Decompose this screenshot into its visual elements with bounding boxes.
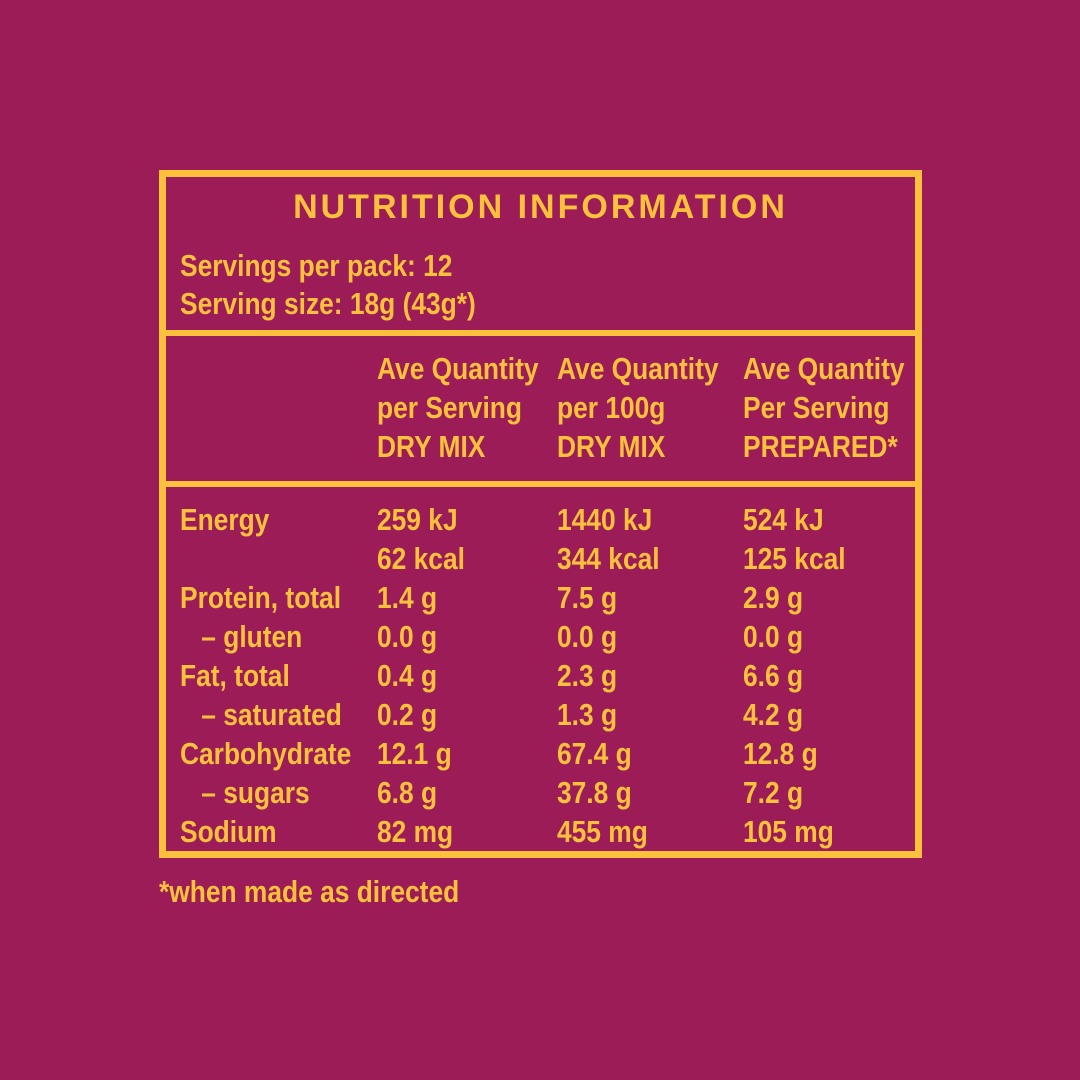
- cell-per-serving-dry: 82 mg: [377, 814, 454, 849]
- cell-per-100g-dry: 37.8 g: [557, 775, 632, 810]
- footnote: *when made as directed: [159, 874, 460, 909]
- row-label: Energy: [180, 502, 270, 537]
- servings-per-pack: Servings per pack: 12: [180, 248, 453, 283]
- cell-per-serving-dry: 0.0 g: [377, 619, 438, 654]
- cell-per-serving-dry: 0.2 g: [377, 697, 438, 732]
- cell-per-serving-dry: 259 kJ: [377, 502, 458, 537]
- cell-per-serving-prepared: 105 mg: [743, 814, 834, 849]
- cell-per-serving-prepared: 2.9 g: [743, 580, 804, 615]
- table-row-saturated: – saturated 0.2 g 1.3 g 4.2 g: [180, 695, 915, 734]
- row-label: – gluten: [201, 619, 303, 654]
- cell-per-serving-prepared: 12.8 g: [743, 736, 818, 771]
- table-row-protein: Protein, total 1.4 g 7.5 g 2.9 g: [180, 578, 915, 617]
- cell-per-serving-prepared: 524 kJ: [743, 502, 824, 537]
- serving-info: Servings per pack: 12 Serving size: 18g …: [180, 247, 901, 323]
- serving-size: Serving size: 18g (43g*): [180, 286, 476, 321]
- row-label: [180, 539, 377, 578]
- cell-per-100g-dry: 455 mg: [557, 814, 648, 849]
- row-label: Carbohydrate: [180, 736, 352, 771]
- cell-per-serving-prepared: 6.6 g: [743, 658, 804, 693]
- column-header-spacer: [180, 349, 377, 481]
- row-label: Fat, total: [180, 658, 290, 693]
- title-section: NUTRITION INFORMATION Servings per pack:…: [166, 177, 915, 336]
- table-row-sodium: Sodium 82 mg 455 mg 105 mg: [180, 812, 915, 851]
- table-row-fat: Fat, total 0.4 g 2.3 g 6.6 g: [180, 656, 915, 695]
- cell-per-100g-dry: 1.3 g: [557, 697, 618, 732]
- panel-title: NUTRITION INFORMATION: [293, 188, 788, 226]
- cell-per-100g-dry: 344 kcal: [557, 541, 660, 576]
- row-label: Sodium: [180, 814, 277, 849]
- cell-per-serving-prepared: 125 kcal: [743, 541, 846, 576]
- nutrient-table: Energy 259 kJ 1440 kJ 524 kJ 62 kcal 344…: [166, 487, 915, 851]
- table-row-sugars: – sugars 6.8 g 37.8 g 7.2 g: [180, 773, 915, 812]
- table-row-carbohydrate: Carbohydrate 12.1 g 67.4 g 12.8 g: [180, 734, 915, 773]
- table-row-gluten: – gluten 0.0 g 0.0 g 0.0 g: [180, 617, 915, 656]
- cell-per-serving-dry: 12.1 g: [377, 736, 452, 771]
- row-label: – saturated: [201, 697, 342, 732]
- nutrition-panel: NUTRITION INFORMATION Servings per pack:…: [159, 170, 922, 858]
- cell-per-serving-dry: 6.8 g: [377, 775, 438, 810]
- column-header-per-serving-prepared: Ave Quantity Per Serving PREPARED*: [743, 351, 905, 464]
- cell-per-serving-prepared: 0.0 g: [743, 619, 804, 654]
- row-label: – sugars: [201, 775, 310, 810]
- cell-per-serving-dry: 62 kcal: [377, 541, 465, 576]
- cell-per-100g-dry: 2.3 g: [557, 658, 618, 693]
- table-row-energy: Energy 259 kJ 1440 kJ 524 kJ: [180, 500, 915, 539]
- column-header-row: Ave Quantity per Serving DRY MIX Ave Qua…: [166, 336, 915, 487]
- cell-per-100g-dry: 0.0 g: [557, 619, 618, 654]
- cell-per-serving-prepared: 4.2 g: [743, 697, 804, 732]
- cell-per-100g-dry: 67.4 g: [557, 736, 632, 771]
- row-label: Protein, total: [180, 580, 342, 615]
- cell-per-100g-dry: 1440 kJ: [557, 502, 653, 537]
- cell-per-serving-dry: 0.4 g: [377, 658, 438, 693]
- column-header-per-serving-dry: Ave Quantity per Serving DRY MIX: [377, 351, 539, 464]
- cell-per-serving-prepared: 7.2 g: [743, 775, 804, 810]
- cell-per-serving-dry: 1.4 g: [377, 580, 438, 615]
- cell-per-100g-dry: 7.5 g: [557, 580, 618, 615]
- table-row-energy-kcal: 62 kcal 344 kcal 125 kcal: [180, 539, 915, 578]
- column-header-per-100g-dry: Ave Quantity per 100g DRY MIX: [557, 351, 719, 464]
